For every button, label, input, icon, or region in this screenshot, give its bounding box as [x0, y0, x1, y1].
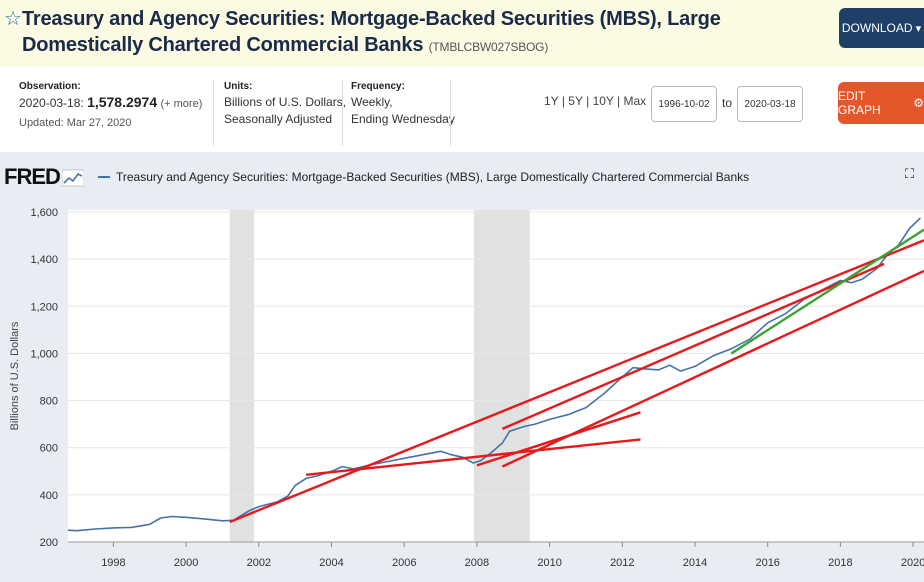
- range-1y[interactable]: 1Y: [544, 94, 559, 108]
- download-label: DOWNLOAD: [841, 21, 913, 35]
- fred-logo-spark-icon: [61, 169, 85, 187]
- x-tick-label: 2006: [392, 557, 416, 569]
- y-axis-label: Billions of U.S. Dollars: [9, 321, 21, 430]
- range-max[interactable]: Max: [623, 94, 647, 108]
- y-tick-label: 1,000: [30, 348, 58, 360]
- chart-legend: Treasury and Agency Securities: Mortgage…: [98, 170, 749, 184]
- y-tick-label: 600: [40, 443, 58, 455]
- download-button[interactable]: DOWNLOAD ▾: [839, 8, 924, 48]
- frequency-block: Frequency: Weekly, Ending Wednesday: [351, 80, 455, 128]
- legend-swatch: [98, 176, 110, 178]
- red-trendline: [501, 269, 924, 468]
- legend-label: Treasury and Agency Securities: Mortgage…: [116, 170, 750, 184]
- red-trendline: [501, 262, 885, 430]
- y-tick-label: 1,600: [30, 207, 58, 219]
- units-block: Units: Billions of U.S. Dollars, Seasona…: [224, 80, 346, 128]
- series-id: (TMBLCBW027SBOG): [428, 40, 549, 54]
- units-line-2: Seasonally Adjusted: [224, 112, 333, 126]
- y-tick-label: 1,400: [30, 254, 58, 266]
- fred-logo-text: FRED: [4, 164, 61, 189]
- fred-logo[interactable]: FRED: [4, 164, 85, 190]
- gear-icon: ⚙: [913, 96, 924, 110]
- frequency-line-2: Ending Wednesday: [351, 112, 455, 126]
- observation-label: Observation:: [19, 81, 81, 92]
- recession-band: [229, 210, 255, 542]
- x-tick-label: 2000: [174, 557, 198, 569]
- units-label: Units:: [224, 81, 253, 92]
- green-trendline: [730, 228, 924, 355]
- x-tick-label: 2004: [319, 557, 343, 569]
- x-tick-label: 1998: [101, 557, 125, 569]
- range-sep: |: [586, 94, 590, 108]
- units-line-1: Billions of U.S. Dollars,: [224, 95, 347, 109]
- edit-graph-label: EDIT GRAPH: [838, 89, 881, 117]
- header-bar: [0, 0, 924, 67]
- y-tick-label: 400: [40, 490, 58, 502]
- title-text: Treasury and Agency Securities: Mortgage…: [22, 8, 721, 56]
- page-title: Treasury and Agency Securities: Mortgage…: [22, 6, 822, 60]
- range-selector: 1Y | 5Y | 10Y | Max: [544, 94, 646, 108]
- observation-date: 2020-03-18:: [19, 96, 84, 110]
- to-label: to: [722, 96, 733, 110]
- more-link[interactable]: (+ more): [160, 98, 203, 110]
- x-tick-label: 2002: [247, 557, 271, 569]
- red-trendline: [305, 438, 641, 477]
- range-sep: |: [617, 94, 621, 108]
- divider: [213, 80, 214, 146]
- divider: [342, 80, 343, 146]
- updated-date: Updated: Mar 27, 2020: [19, 117, 132, 129]
- observation-block: Observation: 2020-03-18: 1,578.2974 (+ m…: [19, 80, 202, 132]
- frequency-label: Frequency:: [351, 81, 405, 92]
- range-10y[interactable]: 10Y: [592, 94, 614, 108]
- y-tick-label: 800: [40, 396, 58, 408]
- star-icon[interactable]: ☆: [4, 8, 22, 30]
- divider: [450, 80, 451, 146]
- start-date-input[interactable]: 1996-10-02: [651, 86, 717, 122]
- y-tick-label: 1,200: [30, 301, 58, 313]
- frequency-line-1: Weekly,: [351, 95, 393, 109]
- y-tick-label: 200: [40, 537, 58, 549]
- end-date-input[interactable]: 2020-03-18: [737, 86, 803, 122]
- x-tick-label: 2016: [755, 557, 779, 569]
- series-line: [67, 217, 921, 532]
- x-tick-label: 2018: [828, 557, 852, 569]
- x-tick-label: 2010: [537, 557, 561, 569]
- range-sep: |: [561, 94, 565, 108]
- observation-value: 1,578.2974: [87, 94, 158, 110]
- chevron-down-icon: ▾: [915, 22, 922, 35]
- x-tick-label: 2012: [610, 557, 634, 569]
- expand-icon[interactable]: ⛶: [905, 166, 915, 181]
- edit-graph-button[interactable]: EDIT GRAPH ⚙: [838, 82, 924, 124]
- x-tick-label: 2008: [465, 557, 489, 569]
- red-trendline: [229, 239, 924, 524]
- x-tick-label: 2020: [901, 557, 924, 569]
- x-tick-label: 2014: [683, 557, 707, 569]
- recession-band: [474, 210, 530, 542]
- range-5y[interactable]: 5Y: [568, 94, 583, 108]
- red-trendline: [476, 411, 641, 467]
